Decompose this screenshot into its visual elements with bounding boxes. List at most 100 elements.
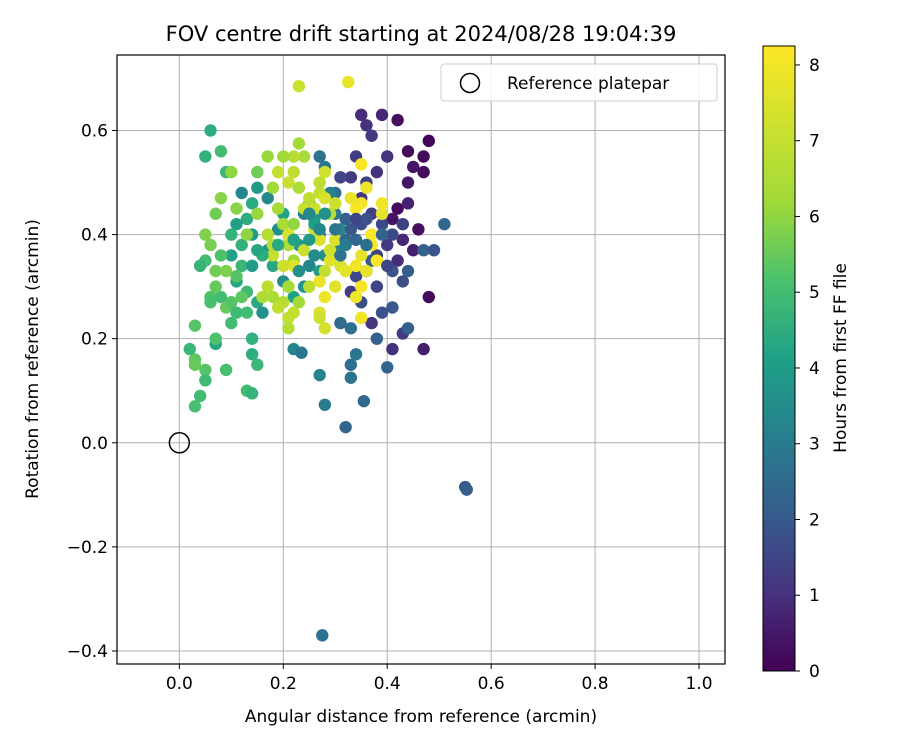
data-point [360, 212, 373, 226]
colorbar-tick-label: 8 [809, 56, 820, 76]
data-points [183, 75, 473, 642]
data-point [282, 280, 295, 293]
data-point [417, 243, 430, 257]
data-point [245, 332, 259, 345]
data-point [266, 181, 280, 194]
colorbar-tick-label: 4 [809, 359, 820, 379]
colorbar-tick-label: 1 [809, 586, 820, 606]
data-point [401, 197, 415, 210]
data-point [401, 145, 415, 158]
data-point [271, 238, 285, 252]
data-point [349, 290, 363, 304]
data-point [199, 150, 212, 163]
data-point [422, 134, 435, 148]
data-point [266, 249, 280, 262]
grid [117, 55, 725, 664]
data-point [292, 137, 306, 150]
data-point [277, 217, 290, 231]
data-point [295, 346, 308, 359]
data-point [204, 238, 217, 252]
data-point [344, 191, 358, 205]
data-point [256, 290, 269, 304]
data-point [316, 629, 329, 642]
chart-title: FOV centre drift starting at 2024/08/28 … [166, 22, 677, 46]
data-point [287, 233, 300, 246]
data-point [357, 394, 371, 408]
data-point [329, 223, 342, 236]
data-point [303, 280, 316, 293]
y-tick-label: 0.4 [81, 226, 108, 246]
data-point [339, 264, 352, 278]
data-point [219, 363, 233, 377]
data-point [344, 371, 358, 384]
data-point [240, 228, 254, 241]
data-point [251, 358, 264, 371]
data-point [266, 259, 280, 273]
data-point [251, 243, 264, 257]
y-tick-label: 0.0 [81, 434, 108, 454]
data-point [230, 217, 243, 231]
legend: Reference platepar [440, 63, 718, 102]
data-point [313, 311, 326, 325]
y-tick-label: 0.2 [81, 330, 108, 350]
data-point [261, 228, 274, 241]
data-point [188, 400, 202, 413]
data-point [360, 181, 373, 194]
data-point [225, 228, 238, 241]
data-point [209, 332, 222, 345]
data-point [323, 243, 337, 257]
colorbar-label: Hours from first FF file [831, 263, 851, 453]
data-point [422, 290, 435, 304]
data-point [365, 129, 378, 142]
x-tick-label: 0.4 [374, 674, 401, 694]
data-point [271, 165, 285, 179]
data-point [386, 342, 399, 356]
data-point [251, 165, 264, 179]
data-point [349, 233, 363, 246]
data-point [219, 264, 233, 278]
data-point [199, 374, 212, 387]
data-point [188, 358, 202, 371]
data-point [344, 223, 358, 236]
data-point [287, 306, 300, 319]
data-point [370, 165, 384, 179]
data-point [292, 296, 306, 309]
data-point [240, 306, 254, 319]
data-point [277, 150, 290, 163]
data-point [225, 165, 238, 179]
data-point [193, 259, 207, 273]
data-point [375, 228, 389, 241]
colorbar-tick-label: 7 [809, 132, 820, 152]
data-point [329, 280, 342, 293]
data-point [318, 398, 332, 411]
data-point [303, 233, 316, 246]
colorbar-gradient [762, 45, 796, 672]
data-point [251, 207, 264, 220]
tick-labels: 0.0 0.2 0.4 0.6 0.8 1.0 −0.4 −0.2 0.0 0.2 0.4 0.6 [67, 121, 713, 694]
y-tick-label: 0.6 [81, 121, 108, 141]
data-point [381, 238, 394, 252]
data-point [303, 207, 316, 220]
data-point [342, 75, 355, 89]
data-point [386, 212, 399, 226]
x-tick-label: 0.2 [270, 674, 297, 694]
data-point [329, 197, 342, 210]
data-point [360, 264, 373, 278]
data-point [287, 217, 300, 231]
data-point [245, 387, 259, 400]
data-point [349, 348, 363, 361]
data-point [339, 420, 352, 434]
data-point [355, 249, 368, 262]
data-point [261, 280, 274, 293]
data-point [344, 171, 358, 184]
x-tick-label: 0.6 [478, 674, 505, 694]
data-point [396, 275, 410, 288]
data-point [287, 150, 300, 163]
data-point [344, 358, 358, 371]
data-point [225, 296, 238, 309]
data-point [417, 342, 430, 356]
data-point [349, 202, 363, 215]
data-point [266, 290, 280, 304]
data-point [386, 301, 399, 314]
